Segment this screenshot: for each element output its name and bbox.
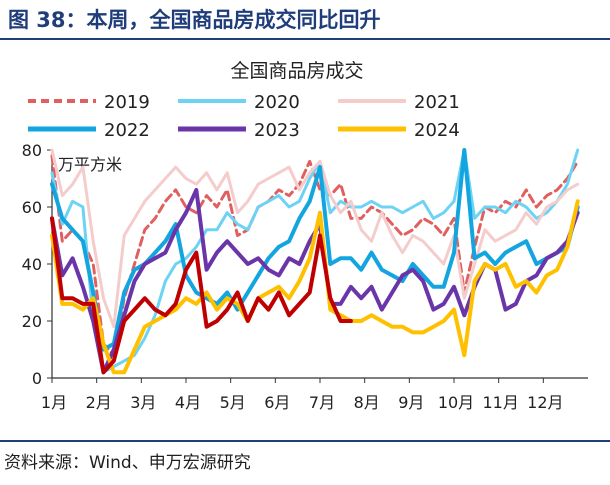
y-axis-label: 万平方米: [58, 155, 122, 174]
x-tick-label: 2月: [86, 393, 112, 412]
legend-label-2023: 2023: [254, 120, 300, 141]
figure-title: 图 38：本周，全国商品房成交同比回升: [8, 8, 381, 32]
x-tick-label: 9月: [398, 393, 424, 412]
x-tick-label: 12月: [527, 393, 563, 412]
x-tick-label: 3月: [130, 393, 156, 412]
x-tick-label: 6月: [264, 393, 290, 412]
x-tick-label: 1月: [41, 393, 67, 412]
title-rule: [0, 38, 610, 40]
x-tick-label: 8月: [354, 393, 380, 412]
legend: 2019202020212022202320242025: [28, 92, 460, 141]
legend-label-2019: 2019: [104, 92, 150, 113]
series-lines: [50, 148, 580, 375]
y-tick-label: 20: [22, 312, 42, 331]
series-line-2022: [50, 148, 580, 352]
y-tick-label: 0: [32, 369, 42, 388]
series-line-2020: [50, 148, 580, 374]
y-tick-label: 60: [22, 198, 42, 217]
x-tick-label: 4月: [175, 393, 201, 412]
series-line-2021: [50, 148, 580, 329]
source-note: 资料来源：Wind、申万宏源研究: [4, 453, 251, 473]
series-line-2024: [50, 199, 580, 375]
x-tick-label: 5月: [220, 393, 246, 412]
y-tick-label: 80: [22, 141, 42, 160]
series-line-2025: [50, 216, 353, 375]
x-tick-label: 10月: [438, 393, 474, 412]
legend-label-2022: 2022: [104, 120, 150, 141]
x-tick-label: 7月: [309, 393, 335, 412]
chart-title: 全国商品房成交: [230, 60, 363, 82]
legend-label-2021: 2021: [414, 92, 460, 113]
line-chart: 全国商品房成交 2019202020212022202320242025 万平方…: [22, 60, 588, 412]
legend-label-2020: 2020: [254, 92, 300, 113]
series-line-2019: [50, 154, 580, 357]
axes: 0 20 40 60 80 1月 2月 3月 4月 5月 6月 7月 8月 9月 10月 11月 12月: [22, 141, 588, 412]
source-rule: [0, 440, 610, 442]
x-tick-label: 11月: [482, 393, 518, 412]
legend-label-2024: 2024: [414, 120, 460, 141]
y-tick-label: 40: [22, 255, 42, 274]
